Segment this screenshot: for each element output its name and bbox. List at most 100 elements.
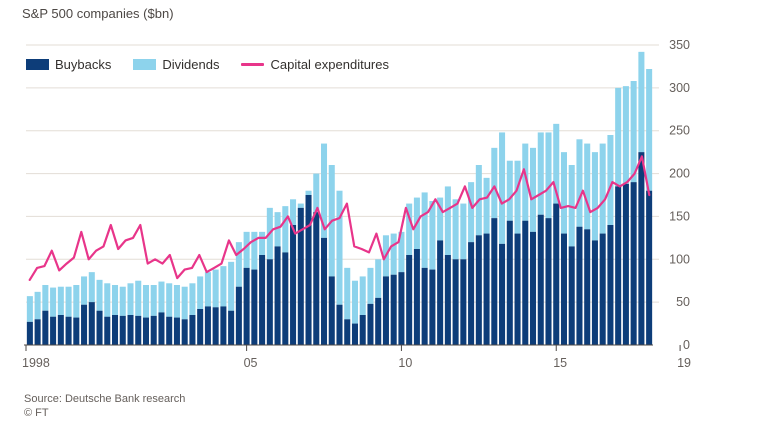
- capex-series-line: [28, 155, 651, 281]
- buyback-bar: [266, 259, 273, 345]
- buyback-bar: [576, 226, 583, 345]
- dividend-bar: [545, 132, 552, 219]
- buyback-bar: [189, 315, 196, 345]
- dividend-bar: [591, 152, 598, 241]
- buyback-bar: [111, 315, 119, 345]
- buyback-bar: [119, 315, 126, 345]
- buyback-bar: [204, 306, 211, 345]
- buyback-bar: [158, 312, 165, 345]
- footer: Source: Deutsche Bank research © FT: [24, 392, 185, 420]
- buyback-bar: [607, 225, 614, 345]
- chart-title: S&P 500 companies ($bn): [22, 6, 174, 21]
- y-tick-label: 0: [683, 338, 690, 352]
- buyback-bar: [460, 259, 467, 345]
- dividend-bar: [499, 132, 506, 244]
- buyback-bar: [359, 315, 366, 345]
- buyback-bar: [220, 306, 227, 345]
- buyback-bar: [251, 269, 258, 345]
- legend-label-buybacks: Buybacks: [55, 57, 112, 72]
- x-tick-label: 15: [553, 356, 567, 370]
- dividend-bar: [599, 143, 606, 234]
- dividend-bar: [359, 276, 366, 315]
- dividend-bar: [228, 261, 235, 311]
- y-axis-ticks: 0 50 100 150 200 250 300 350: [669, 38, 690, 352]
- buyback-bar: [545, 218, 552, 345]
- dividend-bar: [351, 280, 359, 324]
- buyback-bar: [522, 220, 529, 345]
- legend-item-buybacks: Buybacks: [26, 57, 111, 72]
- legend-item-capex: Capital expenditures: [241, 57, 389, 72]
- buyback-bar: [406, 255, 413, 345]
- dividend-bar: [553, 123, 560, 204]
- y-tick-label: 250: [669, 124, 690, 138]
- buyback-bar: [235, 286, 242, 345]
- dividend-bar: [560, 152, 568, 234]
- dividend-bar: [452, 199, 459, 260]
- dividend-bar: [57, 286, 64, 315]
- buyback-bar: [26, 321, 33, 345]
- buyback-bar: [313, 212, 320, 345]
- dividend-bar: [607, 135, 614, 225]
- dividend-bar: [173, 285, 180, 318]
- dividend-bar: [50, 287, 57, 317]
- x-tick-label: 10: [398, 356, 412, 370]
- dividend-bar: [437, 197, 444, 241]
- buyback-bar: [96, 310, 103, 345]
- legend: Buybacks Dividends Capital expenditures: [26, 57, 411, 72]
- buyback-bar: [475, 235, 482, 345]
- dividend-bar: [444, 186, 451, 255]
- dividend-bar: [259, 231, 266, 255]
- x-tick-label: 1998: [22, 356, 50, 370]
- legend-label-dividends: Dividends: [162, 57, 220, 72]
- buyback-bar: [344, 319, 351, 345]
- buyback-bar: [638, 152, 645, 345]
- dividend-bar: [483, 177, 490, 234]
- y-tick-label: 100: [669, 252, 690, 266]
- buyback-bar: [305, 195, 312, 345]
- buyback-bar: [437, 240, 444, 345]
- buyback-bar: [468, 242, 475, 345]
- buyback-bar: [375, 297, 382, 345]
- buyback-bar: [50, 316, 57, 345]
- buyback-bar: [615, 186, 622, 345]
- dividend-bar: [514, 160, 521, 234]
- buyback-bar: [320, 237, 328, 345]
- dividend-bar: [81, 276, 88, 305]
- dividend-bar: [65, 286, 72, 317]
- dividend-bar: [506, 160, 513, 221]
- buyback-bar: [282, 252, 289, 345]
- buyback-bar: [367, 303, 374, 345]
- dividend-bar: [235, 242, 242, 287]
- dividend-bar: [142, 285, 150, 318]
- dividend-bar: [135, 280, 142, 316]
- dividend-bar: [166, 283, 173, 317]
- buyback-bar: [646, 190, 653, 345]
- buyback-bar: [382, 276, 389, 345]
- dividend-bar: [421, 192, 428, 268]
- dividend-bar: [336, 190, 343, 305]
- dividend-bar: [73, 285, 80, 318]
- buyback-bar: [529, 231, 537, 345]
- buyback-bar: [591, 240, 598, 345]
- buyback-bar: [491, 218, 498, 345]
- dividend-bar: [615, 87, 622, 187]
- dividend-bar: [204, 272, 211, 307]
- dividend-bar: [576, 139, 583, 227]
- buyback-bar: [259, 255, 266, 345]
- dividend-bar: [460, 203, 467, 260]
- dividend-bar: [568, 165, 575, 247]
- dividend-bar: [491, 147, 498, 219]
- buyback-bar: [506, 220, 513, 345]
- legend-swatch-buybacks: [26, 59, 49, 70]
- y-tick-label: 200: [669, 167, 690, 181]
- buyback-bar: [553, 203, 560, 345]
- buyback-bar: [73, 317, 80, 345]
- y-tick-label: 300: [669, 81, 690, 95]
- dividend-bar: [150, 285, 157, 316]
- buyback-bar: [599, 233, 606, 345]
- dividend-bar: [297, 203, 304, 208]
- dividend-bar: [313, 173, 320, 213]
- legend-label-capex: Capital expenditures: [270, 57, 389, 72]
- buyback-bar: [297, 207, 304, 345]
- dividend-bar: [529, 147, 537, 232]
